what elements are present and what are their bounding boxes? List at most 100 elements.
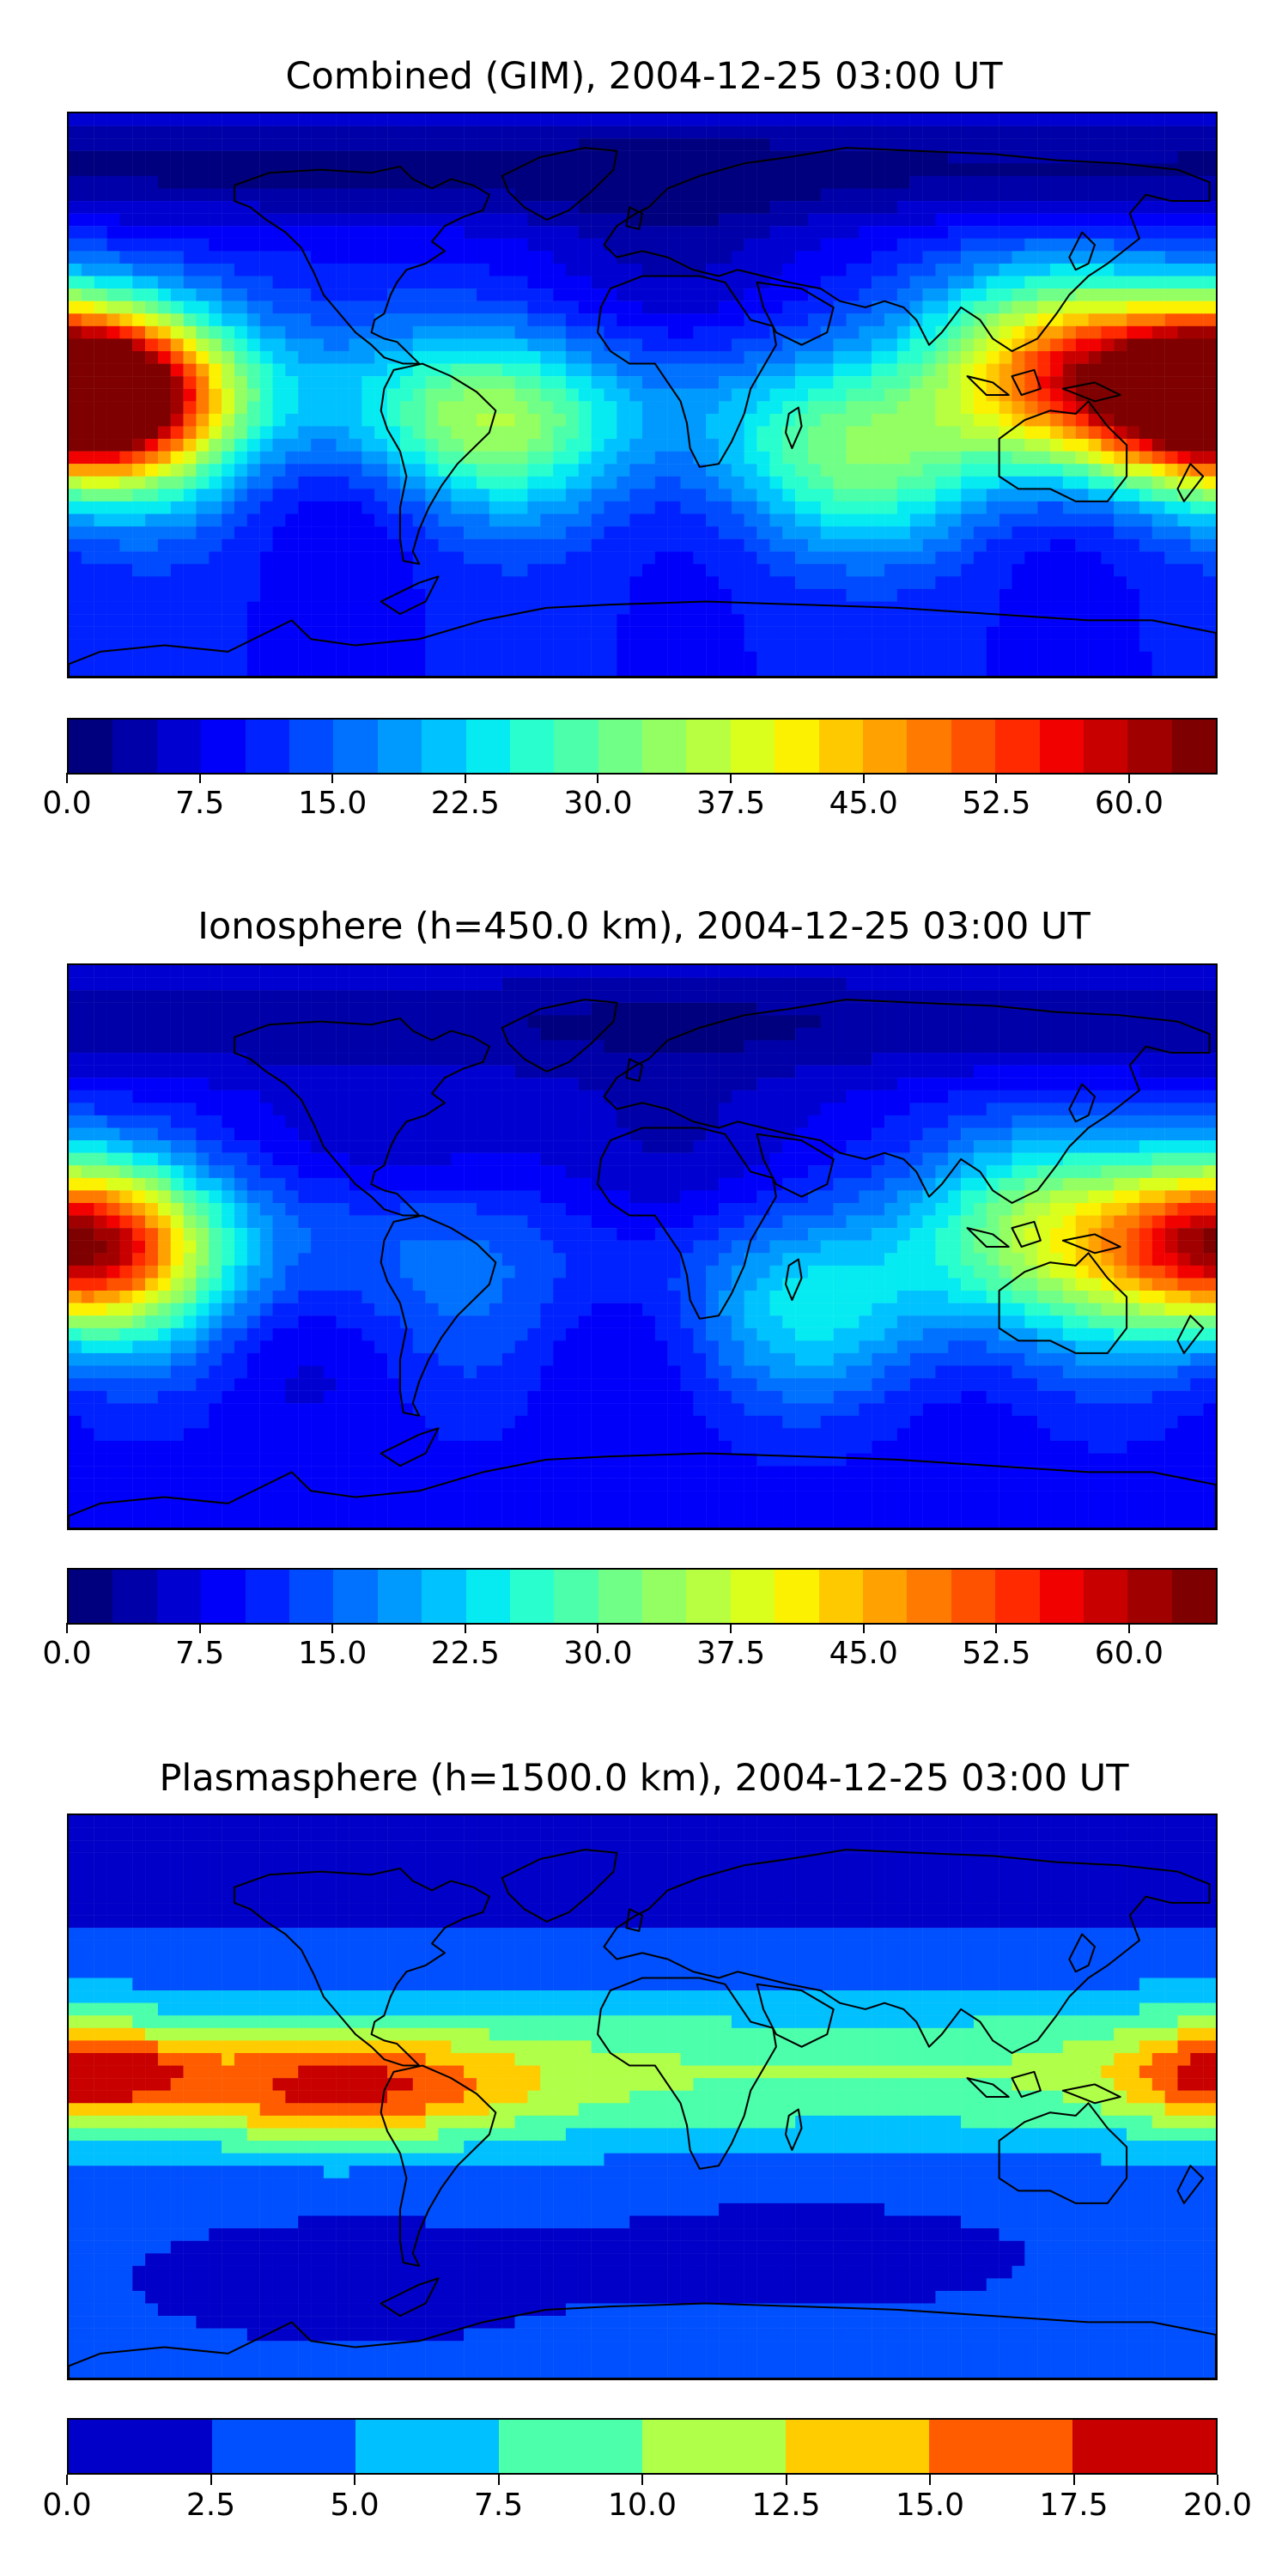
- colorbar-tick-label: 45.0: [829, 786, 898, 821]
- colorbar-segment: [69, 1570, 113, 1623]
- colorbar-segment: [642, 1570, 687, 1623]
- colorbar-segment: [863, 1570, 908, 1623]
- colorbar-tick-label: 22.5: [430, 1636, 500, 1671]
- colorbar-tick: [597, 1623, 599, 1633]
- colorbar-tick-label: 52.5: [962, 1636, 1031, 1671]
- colorbar-segment: [775, 720, 819, 773]
- colorbar-segment: [1171, 720, 1217, 773]
- colorbar-tick-label: 17.5: [1039, 2488, 1109, 2523]
- plasmasphere-map: [67, 1814, 1218, 2380]
- colorbar-segment: [465, 1570, 510, 1623]
- colorbar-segment: [1072, 2420, 1216, 2473]
- colorbar-tick-label: 10.0: [607, 2488, 677, 2523]
- colorbar-tick-label: 30.0: [563, 1636, 633, 1671]
- colorbar-segment: [377, 1570, 422, 1623]
- colorbar-segment: [422, 720, 466, 773]
- colorbar-segment: [642, 720, 687, 773]
- colorbar-tick-label: 0.0: [42, 2488, 92, 2523]
- colorbar-tick: [198, 773, 201, 783]
- colorbar-segment: [1127, 720, 1172, 773]
- ionosphere-contour-field: [69, 965, 1216, 1528]
- colorbar-tick: [597, 773, 599, 783]
- colorbar-tick-label: 7.5: [174, 1636, 225, 1671]
- colorbar-tick-label: 15.0: [298, 1636, 368, 1671]
- combined-colorbar: [67, 718, 1218, 775]
- colorbar-segment: [333, 720, 378, 773]
- colorbar-tick: [1127, 1623, 1130, 1633]
- colorbar-tick-label: 5.0: [330, 2488, 380, 2523]
- colorbar-tick: [995, 1623, 998, 1633]
- colorbar-segment: [289, 1570, 334, 1623]
- colorbar-tick: [641, 2475, 643, 2485]
- colorbar-tick: [929, 2475, 931, 2485]
- colorbar-tick: [354, 2475, 355, 2485]
- colorbar-segment: [686, 720, 731, 773]
- colorbar-tick: [1072, 2475, 1075, 2485]
- colorbar-segment: [201, 1570, 246, 1623]
- colorbar-tick-label: 60.0: [1094, 1636, 1163, 1671]
- colorbar-segment: [69, 2420, 212, 2473]
- colorbar-segment: [201, 720, 246, 773]
- plasmasphere-colorbar-ticks: 0.0 2.5 5.0 7.5 10.0 12.5 15.0 17.5 20.0: [42, 2475, 1252, 2526]
- colorbar-tick-label: 60.0: [1094, 786, 1163, 821]
- colorbar-segment: [642, 2420, 786, 2473]
- colorbar-tick: [1127, 773, 1130, 783]
- colorbar-segment: [69, 720, 113, 773]
- ionosphere-title: Ionosphere (h=450.0 km), 2004-12-25 03:0…: [197, 905, 1091, 948]
- colorbar-segment: [1083, 720, 1128, 773]
- colorbar-tick: [730, 773, 732, 783]
- colorbar-tick: [730, 1623, 732, 1633]
- colorbar-segment: [1039, 720, 1084, 773]
- colorbar-tick: [1217, 2475, 1218, 2485]
- colorbar-tick: [464, 773, 466, 783]
- combined-title: Combined (GIM), 2004-12-25 03:00 UT: [285, 55, 1003, 98]
- colorbar-segment: [598, 1570, 643, 1623]
- colorbar-segment: [775, 1570, 819, 1623]
- colorbar-segment: [1127, 1570, 1172, 1623]
- colorbar-segment: [156, 720, 202, 773]
- colorbar-segment: [951, 720, 996, 773]
- colorbar-tick: [497, 2475, 500, 2485]
- colorbar-segment: [730, 1570, 775, 1623]
- colorbar-segment: [907, 720, 951, 773]
- colorbar-segment: [112, 1570, 157, 1623]
- colorbar-tick-label: 22.5: [430, 786, 500, 821]
- colorbar-segment: [554, 720, 598, 773]
- ionosphere-colorbar-ticks: 0.0 7.5 15.0 22.5 30.0 37.5 45.0 52.5 60.0: [42, 1623, 1218, 1674]
- colorbar-segment: [951, 1570, 996, 1623]
- colorbar-tick-label: 20.0: [1182, 2488, 1253, 2523]
- colorbar-tick-label: 30.0: [563, 786, 633, 821]
- ionosphere-colorbar: [67, 1568, 1218, 1625]
- colorbar-segment: [818, 720, 864, 773]
- colorbar-tick-label: 7.5: [174, 786, 225, 821]
- colorbar-segment: [818, 1570, 864, 1623]
- coastline: [69, 1849, 1216, 2379]
- colorbar-tick: [862, 1623, 865, 1633]
- colorbar-segment: [112, 720, 157, 773]
- colorbar-tick: [331, 773, 334, 783]
- colorbar-segment: [730, 720, 775, 773]
- colorbar-segment: [156, 1570, 202, 1623]
- colorbar-tick-label: 0.0: [42, 786, 92, 821]
- colorbar-tick: [862, 773, 865, 783]
- colorbar-tick-label: 15.0: [895, 2488, 965, 2523]
- colorbar-segment: [863, 720, 908, 773]
- colorbar-segment: [212, 2420, 355, 2473]
- colorbar-tick-label: 2.5: [185, 2488, 236, 2523]
- colorbar-segment: [1039, 1570, 1084, 1623]
- colorbar-tick: [210, 2475, 212, 2485]
- colorbar-tick: [785, 2475, 787, 2485]
- colorbar-segment: [1083, 1570, 1128, 1623]
- colorbar-segment: [686, 1570, 731, 1623]
- colorbar-segment: [333, 1570, 378, 1623]
- colorbar-segment: [245, 1570, 289, 1623]
- colorbar-segment: [289, 720, 334, 773]
- colorbar-segment: [509, 720, 555, 773]
- colorbar-tick-label: 0.0: [42, 1636, 92, 1671]
- colorbar-tick: [66, 773, 68, 783]
- coastline: [69, 999, 1216, 1528]
- colorbar-tick: [995, 773, 998, 783]
- colorbar-tick-label: 37.5: [696, 1636, 766, 1671]
- colorbar-segment: [929, 2420, 1072, 2473]
- colorbar-segment: [1171, 1570, 1217, 1623]
